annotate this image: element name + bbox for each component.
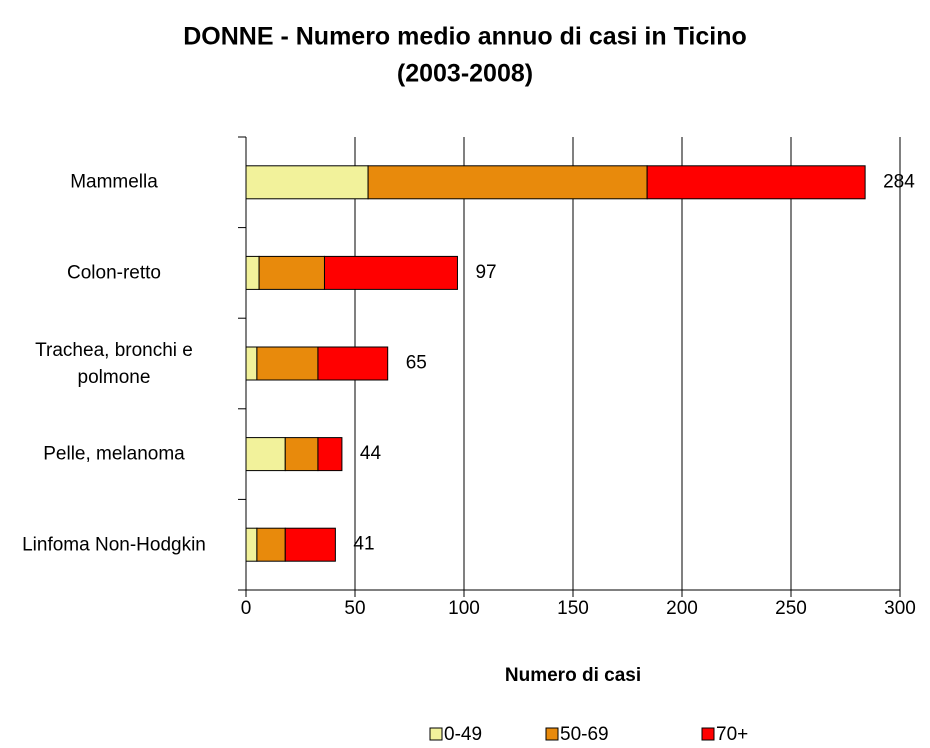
x-axis-title: Numero di casi bbox=[505, 665, 641, 686]
x-tick-label: 150 bbox=[557, 598, 589, 619]
bar-segment bbox=[245, 255, 260, 290]
bar-segment bbox=[258, 255, 325, 290]
bar-segment bbox=[323, 255, 458, 290]
data-label: 284 bbox=[883, 171, 915, 192]
bar-segment bbox=[284, 437, 319, 472]
legend-label: 50-69 bbox=[560, 724, 609, 745]
bar-segment bbox=[245, 165, 369, 200]
y-tick-label: Pelle, melanoma bbox=[43, 443, 185, 465]
legend-label: 70+ bbox=[716, 724, 748, 745]
data-label: 97 bbox=[475, 262, 496, 283]
bar-segment bbox=[245, 437, 286, 472]
bar-segment bbox=[646, 165, 866, 200]
data-label: 65 bbox=[406, 353, 427, 374]
y-tick-label: Linfoma Non-Hodgkin bbox=[22, 534, 206, 556]
bar-segment bbox=[245, 527, 258, 562]
bar-segment bbox=[256, 527, 286, 562]
legend-swatch bbox=[545, 727, 559, 741]
legend-label: 0-49 bbox=[444, 724, 482, 745]
bar-segment bbox=[317, 437, 343, 472]
legend-swatch bbox=[701, 727, 715, 741]
bar-segment bbox=[284, 527, 336, 562]
x-tick-label: 200 bbox=[666, 598, 698, 619]
bar-segment bbox=[256, 346, 319, 381]
x-tick-label: 0 bbox=[241, 598, 252, 619]
bar-segment bbox=[367, 165, 648, 200]
data-label: 41 bbox=[353, 534, 374, 555]
y-tick-label: Colon-retto bbox=[67, 262, 161, 284]
y-tick-label: Mammella bbox=[70, 171, 158, 193]
chart-subtitle: (2003-2008) bbox=[397, 60, 533, 88]
legend-swatch bbox=[429, 727, 443, 741]
x-tick-label: 50 bbox=[344, 598, 365, 619]
x-tick-label: 250 bbox=[775, 598, 807, 619]
bar-segment bbox=[317, 346, 389, 381]
x-tick-label: 100 bbox=[448, 598, 480, 619]
y-tick-label: Trachea, bronchi e polmone bbox=[35, 339, 193, 388]
data-label: 44 bbox=[360, 443, 382, 464]
x-tick-label: 300 bbox=[884, 598, 916, 619]
chart-title: DONNE - Numero medio annuo di casi in Ti… bbox=[183, 23, 747, 51]
bar-segment bbox=[245, 346, 258, 381]
